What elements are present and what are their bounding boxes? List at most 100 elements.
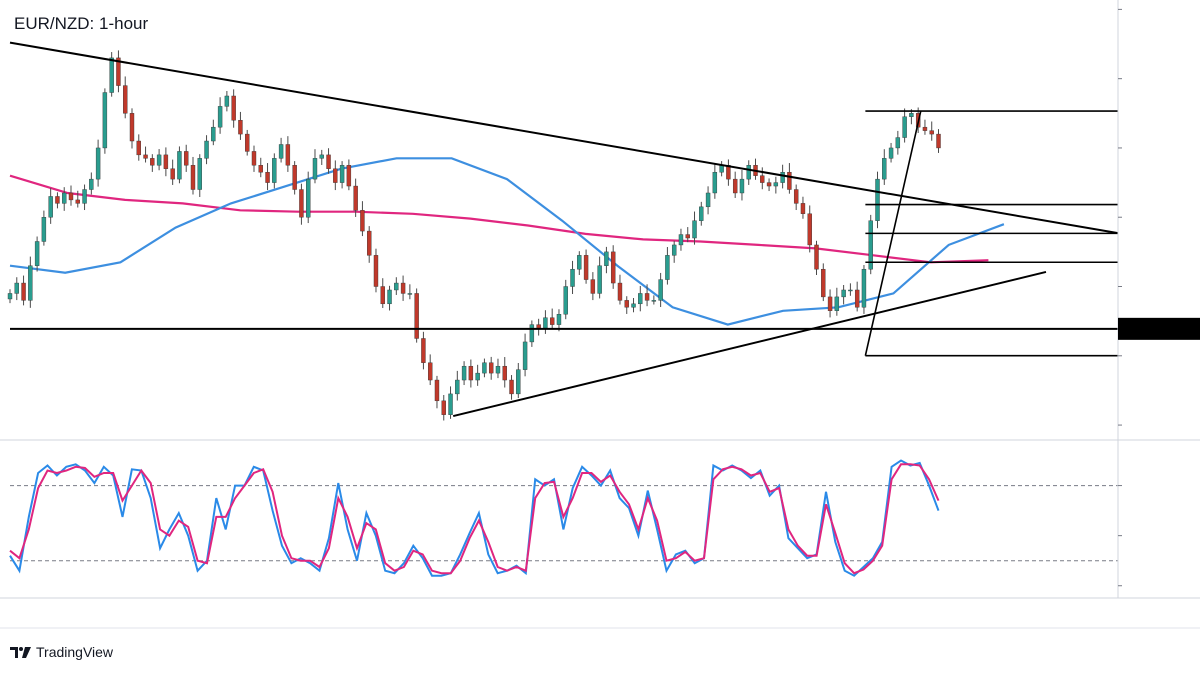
candle [197,154,202,197]
candle [156,149,162,171]
candle-body [861,268,867,308]
candle-body [658,279,663,301]
candle-body [895,137,901,149]
candle [278,137,284,163]
candle-body [936,133,941,149]
candle-body [814,244,819,270]
candle [434,375,440,409]
candle [367,226,372,263]
candle [136,134,141,161]
candle [427,354,433,386]
tradingview-branding[interactable]: TradingView [10,644,113,660]
candle [319,149,324,165]
candle [732,171,738,198]
candle-body [468,365,474,381]
candle [658,272,663,308]
candle-body [780,171,785,183]
candle-body [34,241,40,266]
candle-body [787,171,792,190]
candle [238,111,243,140]
candle-body [373,255,379,287]
candle-body [502,365,507,381]
candle [746,160,751,185]
candle-body [238,120,243,135]
candle-body [746,165,751,180]
candle-body [224,95,230,107]
candle-body [678,234,684,246]
candle-body [55,196,60,204]
candle-body [617,282,623,301]
candle-body [258,165,263,173]
candle [258,157,263,178]
candle-body [705,192,711,208]
candle-body [394,282,399,291]
candle [868,214,873,275]
candle-body [231,95,236,121]
candle-body [665,255,670,280]
candle-body [380,286,385,305]
candle-body [367,230,372,256]
candle [590,272,596,301]
candle [516,362,521,399]
candle [902,108,907,143]
candle [543,310,548,334]
candle [163,147,169,177]
candle [400,275,406,301]
candle [34,236,40,272]
candle [217,97,223,134]
candle-body [217,106,223,128]
stochastic-k-line [9,459,940,577]
candle-body [48,196,53,218]
candle [21,275,26,306]
candle-body [909,113,914,117]
candle [129,108,135,149]
candle [62,187,67,211]
candle-body [760,175,765,183]
candle [380,278,385,308]
candle-body [136,140,141,156]
candle-body [339,165,345,183]
candle-body [597,265,602,294]
candle-body [556,314,562,325]
candle [373,248,379,293]
candle [387,285,392,311]
candle-body [346,165,352,187]
candle-body [868,220,873,270]
candle-body [827,296,833,311]
candle [312,149,318,184]
candle [414,288,419,343]
stochastic-pane [9,459,1118,577]
candle [28,256,33,308]
candle-body [75,199,80,204]
candle-body [543,317,548,329]
candle [522,333,528,377]
candle [48,188,53,224]
candle [306,171,311,224]
candle-body [421,338,426,363]
candle-body [651,300,657,302]
candle [760,167,765,190]
candle [597,256,602,299]
ascending-support-trendline [452,270,1047,418]
candle-body [312,158,318,180]
candle [617,274,623,305]
candle-body [461,365,467,381]
candle-body [773,182,779,187]
candle-body [739,178,745,194]
candle-body [190,165,196,190]
candle [570,260,575,294]
candle [549,308,555,329]
candle-body [400,282,406,294]
candle [190,156,196,195]
candle-body [184,151,189,166]
candle [116,50,121,93]
candle [780,164,785,189]
stochastic-d-line [9,463,940,575]
candle-body [807,213,812,246]
candle [929,121,934,141]
candle [821,263,826,302]
candle [922,119,928,135]
candle [353,178,358,217]
candle [556,309,562,332]
